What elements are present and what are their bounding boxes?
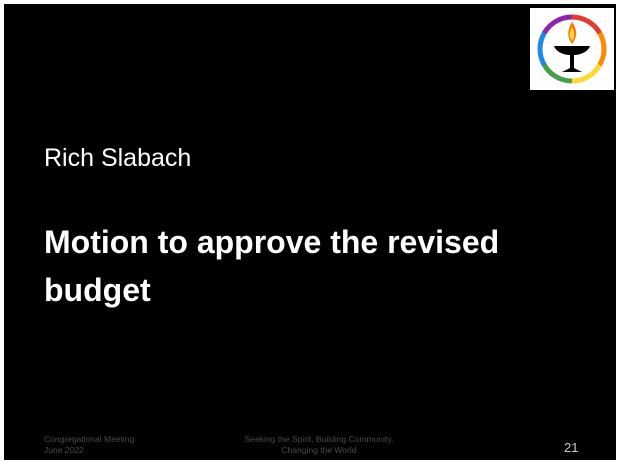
footer-line: Seeking the Spirit, Building Community, — [244, 434, 394, 444]
footer-left: Congregational Meeting June 2022 — [44, 434, 134, 456]
footer-line: Congregational Meeting — [44, 434, 135, 444]
page-number: 21 — [564, 440, 579, 455]
footer-line: June 2022 — [44, 445, 84, 455]
footer-line: Changing the World — [281, 445, 357, 455]
slide: Rich Slabach Motion to approve the revis… — [4, 4, 616, 460]
logo — [530, 8, 614, 90]
presenter: Rich Slabach — [44, 144, 192, 172]
slide-title: Motion to approve the revised budget — [44, 224, 500, 308]
footer-center: Seeking the Spirit, Building Community, … — [204, 434, 434, 456]
